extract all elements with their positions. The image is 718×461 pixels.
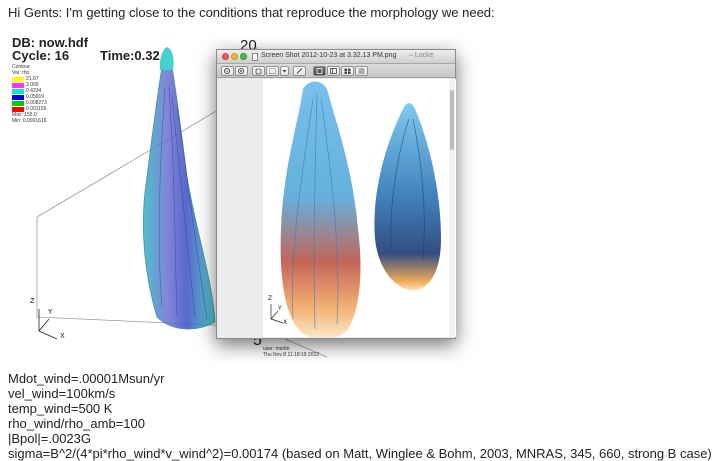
legend-value: 3.009 (26, 82, 39, 88)
detail-line: rho_wind/rho_amb=100 (8, 416, 145, 431)
legend-entry: 0.4234 (12, 88, 47, 94)
message-greeting: Hi Gents: I'm getting close to the condi… (8, 5, 495, 20)
view-list-button[interactable] (355, 66, 368, 76)
preview-axis-y-label: Y (278, 305, 282, 312)
single-page-icon (316, 68, 323, 74)
legend-swatch (12, 106, 24, 112)
cycle-label: Cycle: 16 (12, 48, 70, 63)
detail-line: vel_wind=100km/s (8, 386, 116, 401)
axis-x-label: X (60, 332, 65, 340)
short-jet-shape (374, 103, 441, 291)
select-tool-button[interactable] (266, 66, 279, 76)
annotate-button[interactable] (293, 66, 306, 76)
legend-entry: 3.009 (12, 82, 47, 88)
preview-toolbar (217, 64, 455, 78)
axes-triad-icon (38, 309, 58, 340)
selection-icon (269, 68, 276, 74)
preview-image: Z Y X (263, 79, 456, 339)
legend-swatch (12, 88, 24, 94)
preview-window[interactable]: Screen Shot 2012-10-23 at 3.32.13 PM.png… (216, 49, 456, 339)
chevron-down-icon (282, 70, 287, 73)
jet-3d-render (36, 47, 352, 358)
detail-line: temp_wind=500 K (8, 401, 113, 416)
message-details: Mdot_wind=.00001Msun/yr vel_wind=100km/s… (8, 371, 712, 461)
legend-var: Var: rho (12, 70, 30, 76)
minimize-button[interactable] (231, 53, 238, 60)
legend-value: 0.008273 (26, 100, 47, 106)
jet-image (270, 81, 441, 339)
axis-tick-bottom: 5 (253, 332, 262, 349)
render-user: user: martin (263, 346, 290, 352)
render-user-info: user: martin Thu Nov 8 11:18:19 2012 (263, 346, 319, 358)
time-label: Time:0.32 (100, 48, 160, 63)
document-icon (252, 53, 258, 61)
zoom-out-icon (223, 67, 231, 75)
axis-z-label: Z (30, 297, 35, 305)
legend-value: 0.4234 (26, 88, 42, 94)
legend-entry: 0.05919 (12, 94, 47, 100)
pencil-icon (296, 68, 303, 74)
maximize-button[interactable] (240, 53, 247, 60)
legend-swatch (12, 100, 24, 106)
list-icon (358, 68, 365, 74)
db-label: DB: now.hdf (12, 35, 89, 50)
preview-axis-z-label: Z (268, 295, 273, 302)
detail-line: sigma=B^2/(4*pi*rho_wind*v_wind^2)=0.001… (8, 446, 712, 461)
view-single-button[interactable] (313, 66, 326, 76)
contour-legend: Contour Var: rho 21.67 3.009 0.4234 0.05… (12, 64, 47, 124)
zoom-in-button[interactable] (235, 66, 248, 76)
view-sidebar-button[interactable] (327, 66, 340, 76)
view-grid-button[interactable] (341, 66, 354, 76)
legend-entry: 0.001156 (12, 106, 47, 112)
jet-nose (159, 47, 174, 70)
detail-line: |Bpol|=.0023G (8, 431, 92, 446)
scrollbar-track[interactable] (449, 79, 455, 337)
hand-icon (255, 68, 262, 75)
preview-titlebar[interactable]: Screen Shot 2012-10-23 at 3.32.13 PM.png… (217, 50, 455, 64)
window-title: Screen Shot 2012-10-23 at 3.32.13 PM.png (261, 52, 397, 59)
preview-axis-x-label: X (283, 319, 288, 326)
render-date: Thu Nov 8 11:18:19 2012 (263, 352, 320, 358)
legend-max: Max: 155.0 (12, 112, 37, 118)
window-locked-label: – Locke (409, 52, 434, 59)
legend-title: Contour (12, 64, 30, 70)
embedded-figure: DB: now.hdf Cycle: 16 Time:0.32 Contour … (7, 27, 712, 367)
scrollbar-thumb[interactable] (450, 90, 454, 150)
sidebar-icon (330, 68, 337, 74)
close-button[interactable] (222, 53, 229, 60)
tall-jet-shape (280, 81, 361, 339)
legend-min: Min: 0.0001616 (12, 118, 47, 124)
legend-swatch (12, 94, 24, 100)
legend-entry: 0.008273 (12, 100, 47, 106)
zoom-out-button[interactable] (221, 66, 234, 76)
detail-line: Mdot_wind=.00001Msun/yr (8, 371, 165, 386)
legend-swatch (12, 76, 24, 82)
legend-swatch (12, 82, 24, 88)
tool-dropdown-button[interactable] (280, 66, 289, 76)
zoom-in-icon (237, 67, 245, 75)
grid-icon (344, 68, 351, 74)
legend-value: 0.05919 (26, 94, 45, 100)
legend-value: 0.001156 (26, 106, 47, 112)
hand-tool-button[interactable] (252, 66, 265, 76)
axis-y-label: Y (48, 308, 53, 316)
jet-plume (142, 62, 216, 330)
legend-value: 21.67 (26, 76, 39, 82)
legend-entry: 21.67 (12, 76, 47, 82)
